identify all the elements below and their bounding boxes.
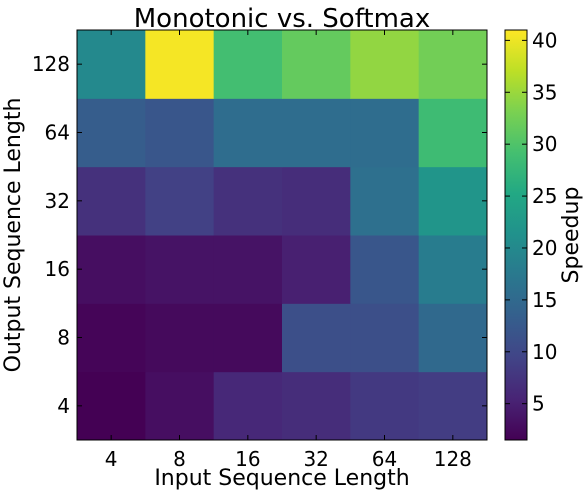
x-tick-label: 16	[235, 447, 260, 471]
heatmap-cell-128-32	[282, 30, 351, 99]
x-tick-label: 32	[303, 447, 328, 471]
heatmap-cell-16-128	[418, 235, 488, 304]
heatmap-cell-4-16	[213, 371, 283, 441]
y-axis: 4 8 16 32 64 128	[32, 52, 487, 418]
heatmap-cell-128-16	[213, 30, 283, 99]
heatmap-cell-8-128	[418, 303, 488, 373]
heatmap-cell-64-128	[418, 98, 488, 168]
colorbar-ticks: 5 10 15 20 25 30 35 40	[505, 28, 557, 416]
chart-title: Monotonic vs. Softmax	[134, 4, 431, 34]
heatmap-cell-16-64	[350, 235, 420, 304]
heatmap-cell-32-16	[213, 166, 283, 236]
heatmap-cell-128-4	[77, 30, 146, 99]
colorbar-tick-label: 15	[532, 288, 557, 312]
heatmap-cell-32-64	[350, 166, 420, 236]
y-tick-label: 8	[57, 326, 70, 350]
heatmap-cell-32-4	[77, 166, 146, 236]
heatmap-cell-64-64	[350, 98, 420, 168]
colorbar-tick-label: 25	[532, 184, 557, 208]
heatmap-cell-4-4	[77, 371, 146, 441]
heatmap-cell-32-8	[145, 166, 215, 236]
colorbar-tick-label: 30	[532, 132, 557, 156]
colorbar-tick-label: 40	[532, 28, 557, 52]
heatmap-cell-128-64	[350, 30, 420, 99]
heatmap-cell-8-8	[145, 303, 215, 373]
heatmap-cell-4-64	[350, 371, 420, 441]
y-tick-label: 32	[45, 189, 70, 213]
heatmap-cell-8-64	[350, 303, 420, 373]
y-tick-label: 16	[45, 257, 70, 281]
plot-frame	[76, 29, 488, 441]
heatmap-cells	[77, 30, 488, 441]
heatmap-cell-16-16	[213, 235, 283, 304]
heatmap-cell-16-8	[145, 235, 215, 304]
colorbar-tick-label: 10	[532, 340, 557, 364]
y-tick-label: 64	[45, 121, 70, 145]
x-tick-label: 128	[434, 447, 472, 471]
heatmap-cell-8-32	[282, 303, 351, 373]
heatmap-cell-16-4	[77, 235, 146, 304]
colorbar-tick-label: 20	[532, 236, 557, 260]
heatmap-cell-32-32	[282, 166, 351, 236]
x-axis-label: Input Sequence Length	[154, 466, 409, 491]
colorbar	[504, 29, 528, 441]
x-tick-label: 4	[105, 447, 118, 471]
x-axis: 4 8 16 32 64 128	[105, 30, 472, 471]
x-tick-label: 8	[173, 447, 186, 471]
heatmap-cell-64-16	[213, 98, 283, 168]
heatmap-cell-64-32	[282, 98, 351, 168]
colorbar-tick-label: 5	[532, 392, 545, 416]
heatmap-cell-8-16	[213, 303, 283, 373]
colorbar-tick-label: 35	[532, 80, 557, 104]
heatmap-cell-4-8	[145, 371, 215, 441]
heatmap-cell-64-8	[145, 98, 215, 168]
heatmap-cell-8-4	[77, 303, 146, 373]
y-tick-label: 4	[57, 394, 70, 418]
x-tick-label: 64	[372, 447, 397, 471]
heatmap-cell-128-8	[145, 30, 215, 99]
heatmap-cell-16-32	[282, 235, 351, 304]
heatmap-cell-4-32	[282, 371, 351, 441]
heatmap-cell-32-128	[418, 166, 488, 236]
heatmap-cell-128-128	[418, 30, 488, 99]
colorbar-label: Speedup	[559, 187, 584, 284]
y-axis-label: Output Sequence Length	[1, 98, 26, 373]
heatmap-cell-4-128	[418, 371, 488, 441]
heatmap-cell-64-4	[77, 98, 146, 168]
y-tick-label: 128	[32, 52, 70, 76]
